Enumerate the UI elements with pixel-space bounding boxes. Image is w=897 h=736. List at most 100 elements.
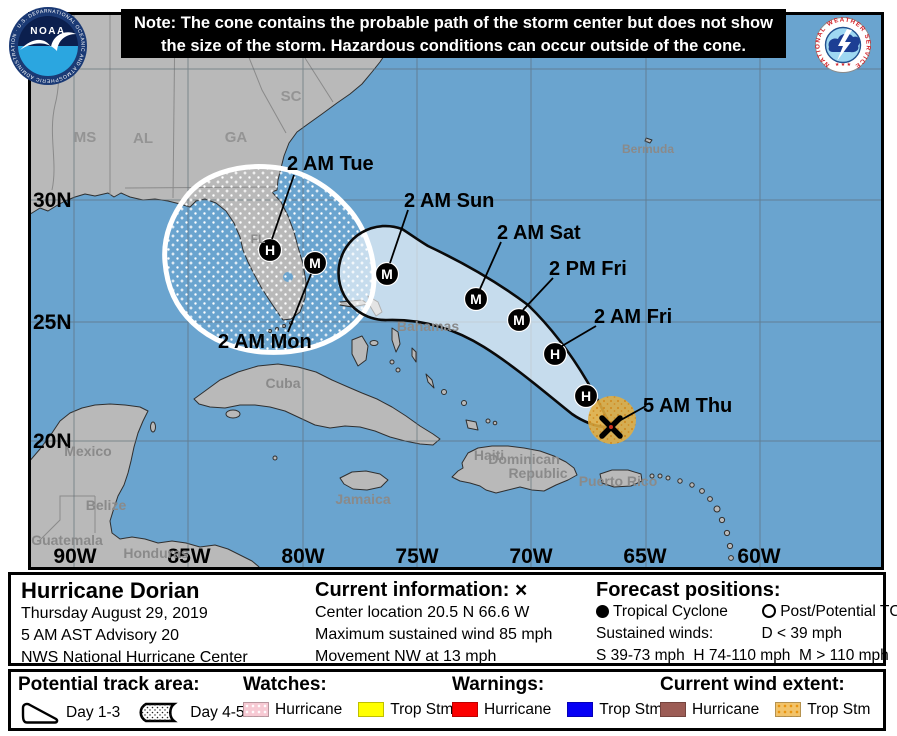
place-label-al: AL — [133, 130, 153, 147]
marker-letter: M — [381, 266, 393, 282]
place-label-mexico: Mexico — [64, 443, 111, 459]
forecast-marker-unlabeled: H — [573, 383, 599, 409]
lesser-antilles-islands — [649, 473, 734, 561]
place-labels: MS AL GA SC FL Bermuda Cuba Bahamas Hait… — [31, 88, 674, 561]
storm-title: Hurricane Dorian — [21, 578, 200, 603]
cone-disclaimer-banner: Note: The cone contains the probable pat… — [121, 9, 786, 58]
place-label-dominican: Dominican — [488, 451, 560, 467]
map-legend-panel: Potential track area: Day 1-3 Day 4-5 Wa… — [8, 669, 886, 731]
wind-extent-heading: Current wind extent: — [660, 674, 845, 695]
open-circle-icon — [761, 604, 776, 618]
hurricane-watch-swatch — [243, 702, 269, 718]
legend-watches: Watches: Hurricane Trop Stm — [243, 674, 463, 719]
latitude-labels: 30N 25N 20N — [33, 189, 72, 453]
noaa-logo: NATIONAL OCEANIC AND ATMOSPHERIC ADMINIS… — [8, 6, 87, 85]
place-label-cuba: Cuba — [266, 375, 301, 391]
jamaica-island — [339, 470, 389, 491]
longitude-labels: 90W 85W 80W 75W 70W 65W 60W — [53, 545, 780, 567]
marker-letter: H — [581, 388, 591, 404]
forecast-marker-2pm-fri: M — [506, 307, 532, 333]
max-sustained-wind: Maximum sustained wind 85 mph — [315, 626, 553, 644]
lon-label-85w: 85W — [167, 545, 210, 567]
label-2am-mon: 2 AM Mon — [218, 331, 312, 353]
tropical-cyclone-label: Tropical Cyclone — [613, 603, 728, 620]
current-position-x-marker — [599, 415, 623, 439]
label-2am-fri: 2 AM Fri — [594, 306, 672, 328]
track-area-heading: Potential track area: — [18, 674, 200, 695]
isla-juventud — [225, 409, 241, 419]
yucatan-central-america-landmass — [31, 403, 260, 567]
current-information-column: Current information: × Center location 2… — [315, 579, 593, 668]
filled-circle-icon — [596, 605, 609, 618]
place-label-republic: Republic — [508, 465, 567, 481]
post-potential-tc-label: Post/Potential TC — [780, 603, 897, 620]
label-leader-lines — [271, 174, 647, 422]
day45-label: Day 4-5 — [190, 703, 245, 721]
lat-label-25n: 25N — [33, 311, 72, 334]
place-label-sc: SC — [281, 88, 302, 105]
place-label-ms: MS — [74, 129, 97, 146]
place-label-jamaica: Jamaica — [335, 491, 390, 507]
place-label-ga: GA — [225, 129, 248, 146]
forecast-cone-map: H H M M M M H — [28, 12, 884, 570]
forecast-marker-2am-fri: H — [542, 341, 568, 367]
nws-lightning-icon — [837, 29, 852, 61]
bermuda-island — [644, 137, 653, 144]
center-location: Center location 20.5 N 66.6 W — [315, 604, 530, 622]
banner-line-1: Note: The cone contains the probable pat… — [134, 14, 773, 32]
day45-stippled-icon — [139, 702, 178, 723]
issuing-center: NWS National Hurricane Center — [21, 649, 248, 667]
hurricane-wind-label: Hurricane — [692, 700, 760, 718]
watches-heading: Watches: — [243, 674, 327, 695]
lon-label-70w: 70W — [509, 545, 552, 567]
forecast-markers: H H M M M M H — [257, 237, 623, 439]
noaa-acronym: NOAA — [30, 26, 65, 37]
forecast-marker-2am-sat: M — [463, 286, 489, 312]
cozumel-island — [150, 421, 156, 433]
current-info-heading: Current information: — [315, 579, 510, 601]
track-time-labels: 5 AM Thu 2 AM Fri 2 PM Fri 2 AM Sat 2 AM… — [218, 153, 732, 417]
marker-letter: M — [309, 255, 321, 271]
current-wind-extent-circle — [588, 396, 636, 444]
hurricane-watch-label: Hurricane — [275, 700, 343, 718]
place-label-bermuda: Bermuda — [622, 142, 674, 156]
place-label-haiti: Haiti — [474, 447, 504, 463]
storm-info-panel: Hurricane Dorian Thursday August 29, 201… — [8, 572, 897, 669]
day13-cone-icon — [21, 702, 59, 724]
day13-label: Day 1-3 — [66, 703, 121, 721]
forecast-positions-heading: Forecast positions: — [596, 579, 781, 601]
hispaniola-island — [451, 445, 578, 494]
tropstorm-wind-label: Trop Stm — [807, 700, 871, 718]
legend-warnings: Warnings: Hurricane Trop Stm — [452, 674, 672, 719]
nws-logo: NATIONAL WEATHER SERVICE ★ ★ ★ — [814, 16, 871, 73]
d-wind-range: D < 39 mph — [761, 625, 843, 642]
nws-stars: ★ ★ ★ — [835, 62, 852, 68]
warnings-heading: Warnings: — [452, 674, 545, 695]
marker-letter: H — [550, 346, 560, 362]
storm-identity-column: Hurricane Dorian Thursday August 29, 201… — [21, 578, 301, 669]
place-label-belize: Belize — [86, 497, 127, 513]
advisory-date: Thursday August 29, 2019 — [21, 605, 208, 623]
storm-movement: Movement NW at 13 mph — [315, 648, 497, 666]
forecast-marker-2am-mon: M — [302, 250, 328, 276]
hurricane-wind-swatch — [660, 702, 686, 718]
forecast-marker-2am-tue: H — [257, 237, 283, 263]
place-label-honduras: Honduras — [123, 545, 189, 561]
grand-cayman-island — [272, 455, 278, 461]
lon-label-80w: 80W — [281, 545, 324, 567]
tropstorm-watch-swatch — [358, 702, 385, 718]
lat-label-20n: 20N — [33, 430, 72, 453]
lon-label-60w: 60W — [737, 545, 780, 567]
banner-line-2: the size of the storm. Hazardous conditi… — [161, 36, 746, 55]
label-2pm-fri: 2 PM Fri — [549, 258, 627, 280]
day13-forecast-cone — [337, 224, 611, 429]
marker-letter: M — [513, 312, 525, 328]
tropstorm-wind-swatch — [775, 702, 802, 718]
marker-letter: M — [470, 291, 482, 307]
place-label-bahamas: Bahamas — [397, 318, 459, 334]
label-2am-tue: 2 AM Tue — [287, 153, 374, 175]
tropstorm-warning-label: Trop Stm — [599, 700, 663, 718]
label-2am-sat: 2 AM Sat — [497, 222, 581, 244]
tropstorm-warning-swatch — [567, 702, 594, 718]
